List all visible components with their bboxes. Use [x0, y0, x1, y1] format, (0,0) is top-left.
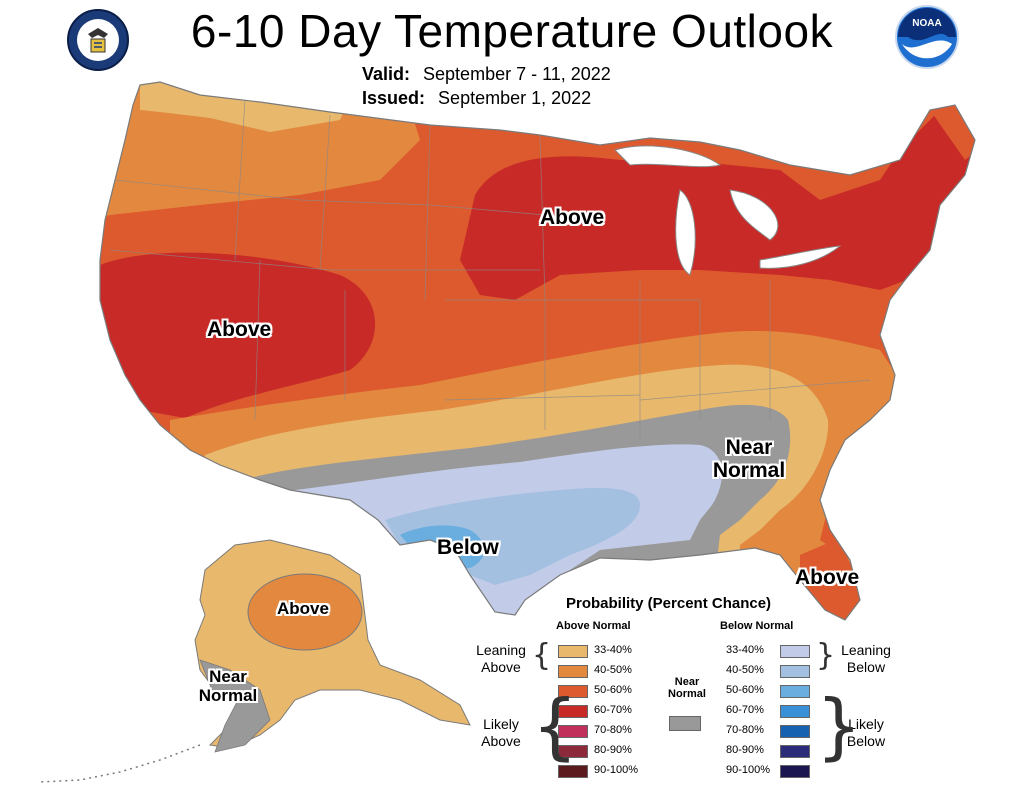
- above-bin-label-5: 80-90%: [594, 744, 632, 756]
- below-bin-label-5: 80-90%: [726, 744, 764, 756]
- valid-value: September 7 - 11, 2022: [423, 64, 611, 84]
- above-swatch-0: [558, 645, 588, 658]
- above-swatch-6: [558, 765, 588, 778]
- state-lines: [109, 99, 871, 440]
- above-swatch-1: [558, 665, 588, 678]
- above-bin-label-1: 40-50%: [594, 664, 632, 676]
- below-swatch-2: [780, 685, 810, 698]
- label-near-normal-se: Near Normal: [705, 436, 793, 482]
- near-normal-se-line2: Normal: [712, 459, 786, 483]
- alaska-above-zone: [247, 573, 363, 651]
- legend-near-header: Near Normal: [662, 676, 712, 700]
- issued-value: September 1, 2022: [438, 88, 592, 108]
- label-above-west: Above: [207, 318, 272, 341]
- near-normal-ak-line1: Near: [209, 667, 247, 686]
- above-swatch-3: [558, 705, 588, 718]
- likely-above-line1: Likely: [483, 716, 519, 732]
- near-normal-ak-line2: Normal: [198, 685, 258, 705]
- map-title: 6-10 Day Temperature Outlook: [190, 5, 834, 57]
- legend-above-header: Above Normal: [556, 620, 631, 632]
- bracket-leaning-below: }: [816, 638, 836, 673]
- valid-line: Valid: September 7 - 11, 2022: [362, 64, 611, 85]
- commerce-seal-logo: [67, 9, 129, 71]
- zone-greatlakes-60-70: [460, 110, 975, 300]
- bracket-likely-below: }: [816, 684, 862, 768]
- leaning-below-line1: Leaning: [841, 642, 891, 658]
- issued-label: Issued:: [362, 88, 426, 108]
- noaa-logo: NOAA: [895, 5, 959, 69]
- label-below-texas: Below: [437, 536, 499, 559]
- legend-near-line2: Normal: [668, 688, 706, 700]
- zone-west-60-70: [100, 252, 376, 418]
- above-bin-label-4: 70-80%: [594, 724, 632, 736]
- likely-below-line2: Below: [846, 732, 886, 749]
- legend-near-swatch: [669, 716, 701, 731]
- legend-likely-above: Likely Above: [470, 716, 532, 750]
- above-swatch-5: [558, 745, 588, 758]
- below-bin-label-2: 50-60%: [726, 684, 764, 696]
- lake-huron: [729, 189, 779, 241]
- conus-outline: [99, 81, 976, 621]
- conus-probability-fill: [100, 82, 975, 620]
- bracket-leaning-above: {: [532, 638, 552, 673]
- legend-near-line1: Near: [674, 676, 700, 688]
- below-swatch-4: [780, 725, 810, 738]
- legend-leaning-above: Leaning Above: [470, 642, 532, 676]
- below-swatch-3: [780, 705, 810, 718]
- below-bin-label-3: 60-70%: [726, 704, 764, 716]
- label-near-normal-ak: Near Normal: [196, 667, 260, 705]
- valid-label: Valid:: [362, 64, 411, 84]
- likely-above-line2: Above: [481, 732, 521, 749]
- label-above-alaska: Above: [277, 599, 329, 618]
- below-bin-label-0: 33-40%: [726, 644, 764, 656]
- label-above-midwest: Above: [540, 206, 605, 229]
- above-bin-label-6: 90-100%: [594, 764, 639, 776]
- leaning-below-line2: Below: [846, 658, 886, 675]
- below-bin-label-1: 40-50%: [726, 664, 764, 676]
- aleutian-islands: [39, 744, 201, 783]
- legend-leaning-below: Leaning Below: [835, 642, 897, 676]
- below-swatch-6: [780, 765, 810, 778]
- above-bin-label-0: 33-40%: [594, 644, 632, 656]
- below-swatch-1: [780, 665, 810, 678]
- noaa-logo-text: NOAA: [912, 18, 941, 29]
- above-bin-label-2: 50-60%: [594, 684, 632, 696]
- issued-line: Issued: September 1, 2022: [362, 88, 591, 109]
- label-above-florida: Above: [795, 566, 860, 589]
- below-swatch-5: [780, 745, 810, 758]
- below-swatch-0: [780, 645, 810, 658]
- leaning-above-line1: Leaning: [476, 642, 526, 658]
- below-bin-label-4: 70-80%: [726, 724, 764, 736]
- legend-title: Probability (Percent Chance): [566, 595, 772, 612]
- legend-below-header: Below Normal: [720, 620, 794, 632]
- above-swatch-2: [558, 685, 588, 698]
- legend-likely-below: Likely Below: [835, 716, 897, 750]
- lake-superior: [614, 145, 722, 168]
- above-bin-label-3: 60-70%: [594, 704, 632, 716]
- above-swatch-4: [558, 725, 588, 738]
- below-bin-label-6: 90-100%: [726, 764, 771, 776]
- likely-below-line1: Likely: [848, 716, 884, 732]
- lake-michigan: [675, 189, 696, 276]
- bracket-likely-above: {: [532, 684, 578, 768]
- lake-erie: [759, 245, 842, 269]
- near-normal-se-line1: Near: [725, 436, 773, 459]
- leaning-above-line2: Above: [481, 658, 521, 675]
- alaska-near-normal-zone: [199, 659, 271, 753]
